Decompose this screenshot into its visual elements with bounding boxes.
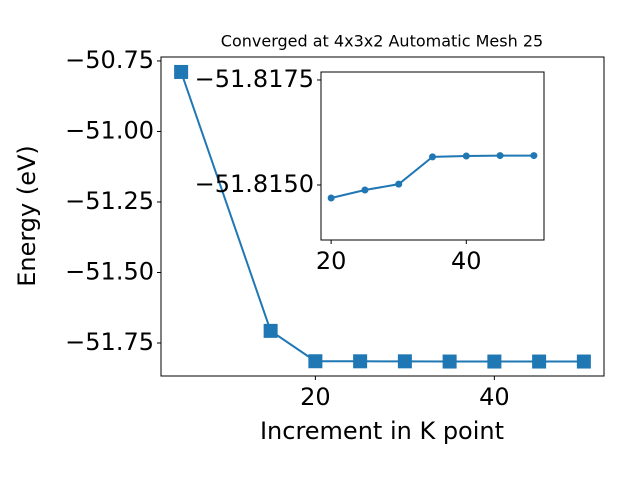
y-tick-label: −50.75 — [65, 46, 154, 74]
x-tick-label: 20 — [300, 383, 331, 411]
marker — [487, 354, 502, 369]
x-axis-label: Increment in K point — [260, 417, 504, 445]
marker — [397, 354, 412, 369]
chart-title: Converged at 4x3x2 Automatic Mesh 25 — [221, 32, 543, 51]
marker — [353, 354, 368, 369]
x-tick-label: 40 — [479, 383, 510, 411]
marker — [429, 153, 436, 161]
marker — [174, 64, 189, 79]
y-tick-label: −51.75 — [65, 328, 154, 356]
marker — [308, 354, 323, 369]
y-tick-label: −51.8150 — [195, 170, 314, 198]
y-tick-label: −51.00 — [65, 116, 154, 144]
marker — [530, 152, 538, 160]
marker — [263, 323, 278, 338]
x-tick-label: 40 — [451, 247, 482, 275]
marker — [532, 354, 547, 369]
y-tick-label: −51.25 — [65, 187, 154, 215]
marker — [395, 180, 403, 188]
marker — [442, 354, 457, 369]
y-tick-label: −51.8175 — [195, 65, 314, 93]
x-tick-label: 20 — [316, 247, 347, 275]
marker — [462, 152, 470, 160]
marker — [576, 354, 591, 369]
y-tick-label: −51.50 — [65, 257, 154, 285]
y-axis-label: Energy (eV) — [13, 145, 41, 287]
marker — [327, 194, 335, 202]
marker — [361, 186, 369, 194]
marker — [496, 152, 504, 160]
